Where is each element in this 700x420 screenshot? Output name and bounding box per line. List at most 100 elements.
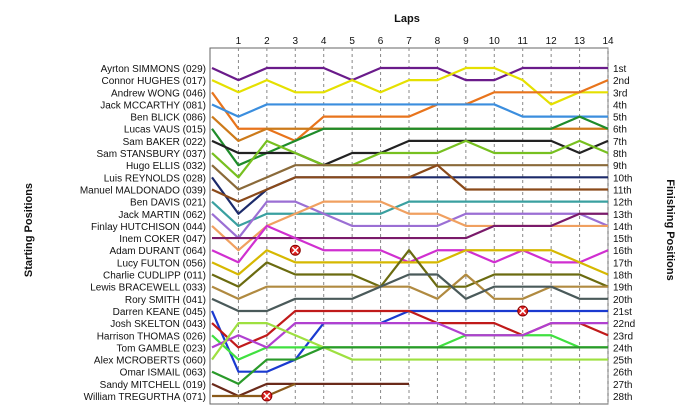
- driver-label: Hugo ELLIS (032): [126, 161, 206, 172]
- driver-position-line: [211, 273, 608, 313]
- lap-tick-labels: 1 2 3 4 5 6 7 8 9 10 11 12 13 14: [236, 36, 614, 47]
- finish-label: 12th: [613, 198, 632, 209]
- lap-tick-label: 13: [574, 36, 586, 47]
- driver-labels: Ayrton SIMMONS (029)Connor HUGHES (017)A…: [80, 64, 206, 403]
- finish-label: 26th: [613, 368, 632, 379]
- driver-label: Manuel MALDONADO (039): [80, 185, 206, 196]
- driver-label: Rory SMITH (041): [125, 295, 206, 306]
- finish-label: 23rd: [613, 331, 633, 342]
- finish-label: 16th: [613, 246, 632, 257]
- finish-label: 19th: [613, 283, 632, 294]
- lap-tick-label: 4: [321, 36, 327, 47]
- driver-position-line: [211, 139, 609, 179]
- driver-label: Finlay HUTCHISON (044): [91, 222, 206, 233]
- lap-tick-label: 12: [546, 36, 558, 47]
- driver-label: Ayrton SIMMONS (029): [101, 64, 206, 75]
- driver-label: Charlie CUDLIPP (011): [103, 271, 206, 282]
- driver-position-line: [211, 309, 609, 349]
- driver-label: Josh SKELTON (043): [110, 319, 206, 330]
- lap-tick-label: 1: [236, 36, 242, 47]
- finish-label: 9th: [613, 161, 627, 172]
- finish-label: 3rd: [613, 88, 627, 99]
- driver-label: Darren KEANE (045): [113, 307, 206, 318]
- finish-label: 11th: [613, 185, 632, 196]
- crash-marker: [517, 305, 529, 317]
- driver-position-line: [210, 309, 608, 373]
- lap-tick-label: 5: [349, 36, 355, 47]
- driver-label: Ben DAVIS (021): [130, 198, 206, 209]
- finish-label: 27th: [613, 380, 632, 391]
- driver-position-line: [211, 322, 608, 349]
- lap-tick-label: 6: [378, 36, 384, 47]
- crash-marker: [261, 390, 273, 402]
- driver-label: Luis REYNOLDS (028): [104, 173, 206, 184]
- finish-label: 13th: [613, 210, 632, 221]
- driver-position-line: [211, 273, 608, 300]
- finish-label: 6th: [613, 125, 627, 136]
- lap-tick-label: 8: [435, 36, 441, 47]
- crash-marker: [289, 244, 301, 256]
- finish-label: 7th: [613, 137, 627, 148]
- driver-position-line: [211, 139, 609, 167]
- finish-label: 28th: [613, 392, 632, 403]
- driver-label: Sam STANSBURY (037): [97, 149, 206, 160]
- driver-label: Sam BAKER (022): [123, 137, 206, 148]
- driver-position-line: [211, 115, 609, 167]
- driver-position-line: [211, 176, 608, 215]
- driver-position-line: [211, 103, 608, 118]
- finish-label: 21st: [613, 307, 632, 318]
- driver-label: Jack MARTIN (062): [118, 210, 206, 221]
- crash-markers: [261, 244, 529, 402]
- driver-label: Tom GAMBLE (023): [117, 343, 206, 354]
- driver-label: Adam DURANT (064): [109, 246, 206, 257]
- driver-label: Harrison THOMAS (026): [97, 331, 206, 342]
- lap-tick-label: 10: [489, 36, 501, 47]
- driver-position-line: [212, 382, 296, 398]
- left-axis-title: Starting Positions: [23, 183, 35, 277]
- driver-position-line: [211, 66, 608, 82]
- lap-tick-label: 7: [406, 36, 412, 47]
- finish-label: 18th: [613, 271, 632, 282]
- finish-label: 17th: [613, 258, 632, 269]
- driver-position-line: [211, 200, 609, 240]
- driver-label: Sandy MITCHELL (019): [100, 380, 206, 391]
- finish-label: 22nd: [613, 319, 635, 330]
- lap-tick-label: 3: [293, 36, 299, 47]
- right-axis-title: Finishing Positions: [664, 179, 676, 280]
- driver-position-line: [211, 164, 608, 203]
- driver-label: William TREGURTHA (071): [84, 392, 206, 403]
- finish-labels: 1st2nd3rd4th5th6th7th8th9th10th11th12th1…: [613, 64, 635, 403]
- driver-position-line: [212, 212, 608, 240]
- finish-label: 1st: [613, 64, 627, 75]
- driver-position-line: [211, 200, 608, 228]
- lap-tick-label: 9: [463, 36, 469, 47]
- driver-position-line: [211, 249, 609, 288]
- driver-label: Ben BLICK (086): [130, 113, 206, 124]
- driver-position-line: [211, 346, 608, 385]
- driver-position-line: [211, 382, 409, 398]
- finish-label: 8th: [613, 149, 627, 160]
- driver-position-line: [211, 66, 608, 106]
- driver-position-line: [211, 322, 608, 361]
- finish-label: 2nd: [613, 76, 630, 87]
- driver-label: Andrew WONG (046): [111, 88, 206, 99]
- finish-label: 20th: [613, 295, 632, 306]
- lap-tick-label: 14: [602, 36, 614, 47]
- driver-position-line: [211, 224, 609, 264]
- finish-label: 10th: [613, 173, 632, 184]
- driver-label: Connor HUGHES (017): [102, 76, 206, 87]
- finish-label: 14th: [613, 222, 632, 233]
- driver-position-line: [211, 79, 609, 142]
- driver-label: Inem COKER (047): [119, 234, 206, 245]
- driver-position-line: [211, 249, 609, 276]
- driver-label: Jack MCCARTHY (081): [100, 100, 206, 111]
- lap-tick-label: 11: [518, 36, 529, 47]
- finish-label: 5th: [613, 113, 627, 124]
- driver-label: Alex MCROBERTS (060): [94, 356, 206, 367]
- driver-position-line: [211, 164, 608, 191]
- finish-label: 24th: [613, 343, 632, 354]
- position-lines: [210, 66, 609, 398]
- driver-label: Lucas VAUS (015): [124, 125, 206, 136]
- finish-label: 25th: [613, 356, 632, 367]
